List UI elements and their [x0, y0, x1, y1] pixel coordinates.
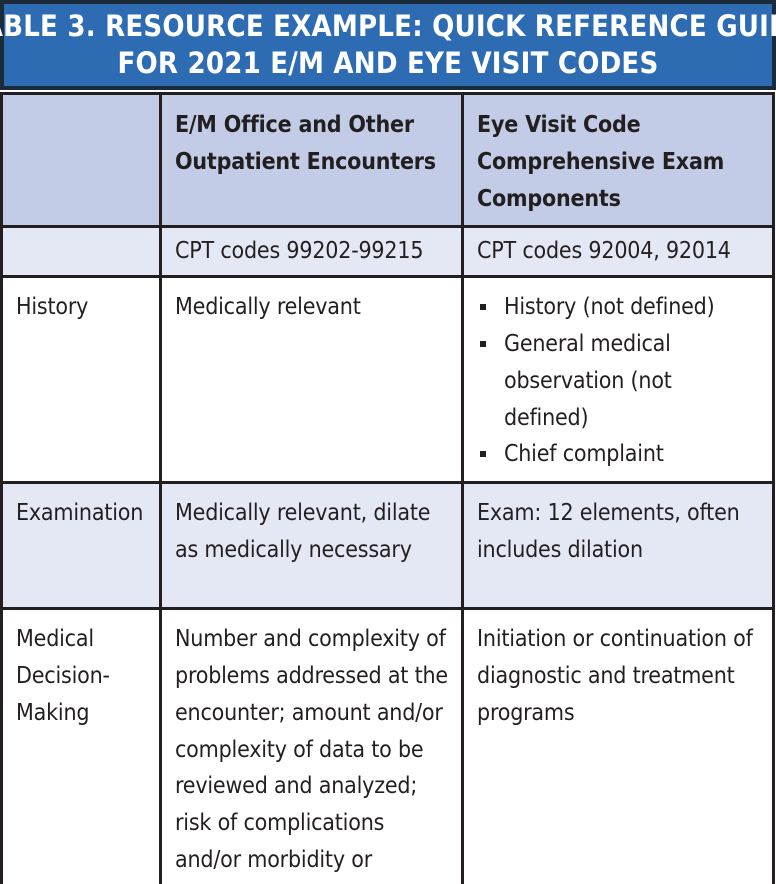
medical-decision-making-row: Medical Decision-Making Number and compl… [0, 607, 775, 884]
table-title-line1: TABLE 3. RESOURCE EXAMPLE: QUICK REFEREN… [0, 9, 776, 43]
empty-label-cell [0, 225, 162, 279]
eye-examination-cell: Exam: 12 elements, often includes dilati… [461, 481, 775, 611]
em-examination-cell: Medically relevant, dilate as medically … [159, 481, 464, 611]
square-bullet-icon [480, 304, 486, 311]
square-bullet-icon [480, 451, 486, 458]
table-title-line2: FOR 2021 E/M AND EYE VISIT CODES [117, 46, 659, 80]
eye-history-bullet-list: History (not defined) General medical ob… [477, 289, 760, 473]
eye-history-cell: History (not defined) General medical ob… [461, 275, 775, 485]
reference-table: E/M Office and Other Outpatient Encounte… [0, 91, 775, 884]
eye-cpt-codes-cell: CPT codes 92004, 92014 [461, 225, 775, 279]
em-cpt-codes-cell: CPT codes 99202-99215 [159, 225, 464, 279]
list-item: History (not defined) [477, 289, 760, 326]
list-item: Chief complaint [477, 436, 760, 473]
em-column-header: E/M Office and Other Outpatient Encounte… [159, 91, 464, 229]
cpt-codes-row: CPT codes 99202-99215 CPT codes 92004, 9… [0, 225, 775, 279]
list-item: General medical observation (not defined… [477, 326, 760, 436]
table-title-bar: TABLE 3. RESOURCE EXAMPLE: QUICK REFEREN… [0, 0, 776, 90]
em-mdm-cell: Number and complexity of problems addres… [159, 607, 464, 884]
history-row: History Medically relevant History (not … [0, 275, 775, 485]
column-header-row: E/M Office and Other Outpatient Encounte… [0, 91, 775, 229]
mdm-row-label: Medical Decision-Making [0, 607, 162, 884]
examination-row: Examination Medically relevant, dilate a… [0, 481, 775, 611]
examination-row-label: Examination [0, 481, 162, 611]
empty-corner-cell [0, 91, 162, 229]
em-history-cell: Medically relevant [159, 275, 464, 485]
eye-column-header: Eye Visit Code Comprehensive Exam Compon… [461, 91, 775, 229]
eye-mdm-cell: Initiation or continuation of diagnostic… [461, 607, 775, 884]
history-row-label: History [0, 275, 162, 485]
square-bullet-icon [480, 340, 486, 347]
